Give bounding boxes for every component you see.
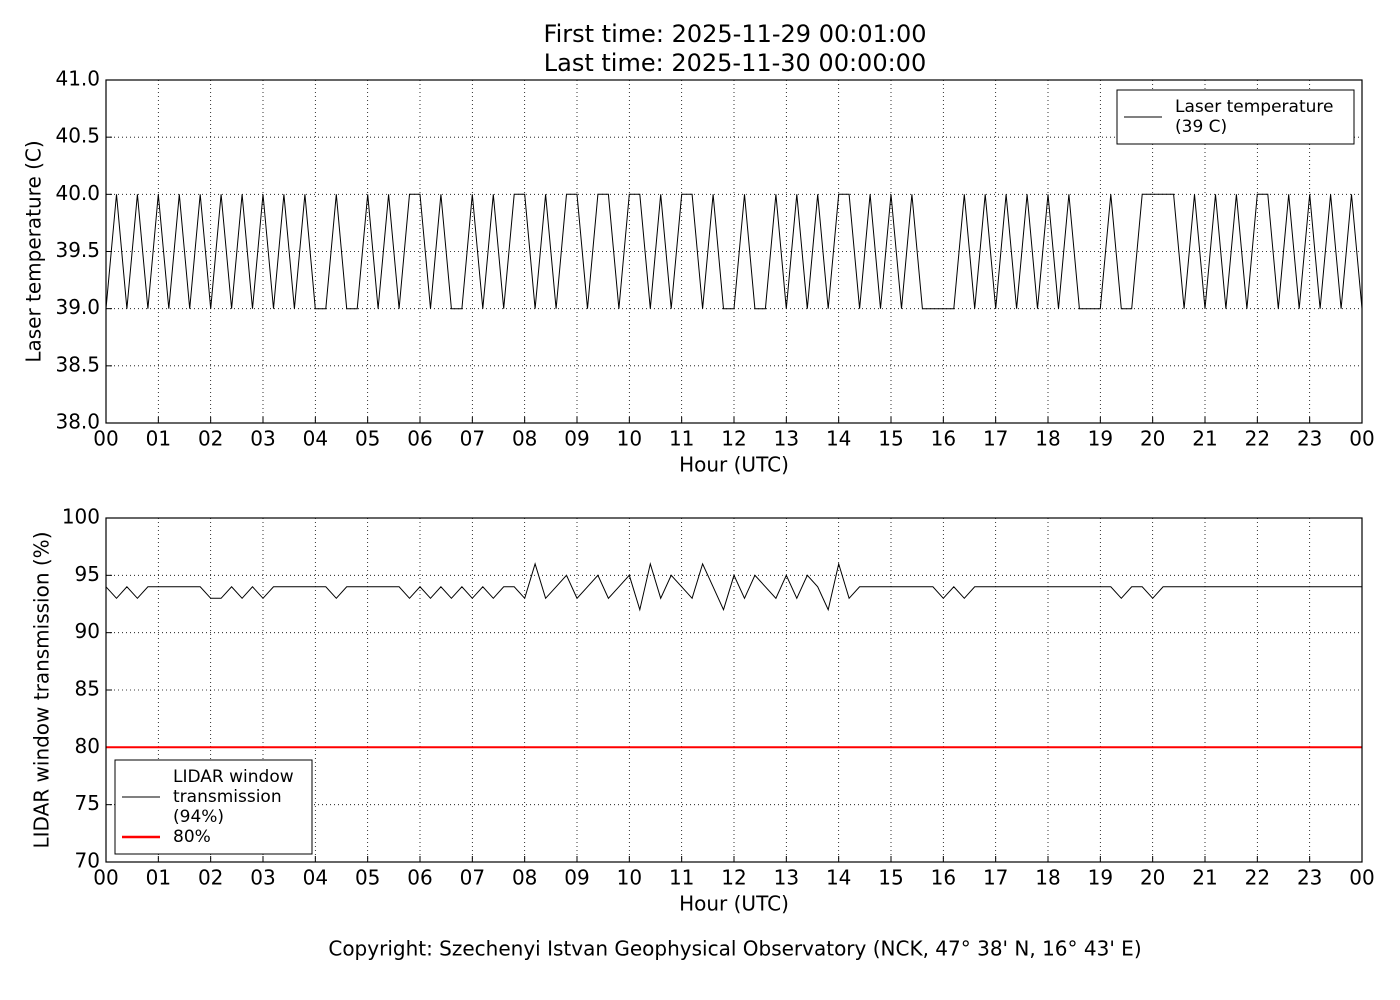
x-tick-label: 00 — [93, 427, 118, 451]
x-tick-label: 23 — [1297, 866, 1322, 890]
x-tick-label: 04 — [303, 427, 328, 451]
x-tick-label: 14 — [826, 427, 851, 451]
x-tick-label: 14 — [826, 866, 851, 890]
legend-box — [114, 759, 313, 855]
x-tick-label: 07 — [460, 427, 485, 451]
legend-label: 80% — [173, 827, 211, 847]
x-tick-label: 22 — [1245, 427, 1270, 451]
x-tick-label: 13 — [774, 427, 799, 451]
x-tick-label: 01 — [146, 427, 171, 451]
y-tick-label: 75 — [75, 791, 100, 815]
x-tick-label: 23 — [1297, 427, 1322, 451]
x-tick-label: 17 — [983, 866, 1008, 890]
y-tick-label: 80 — [75, 734, 100, 758]
x-tick-label: 11 — [669, 427, 694, 451]
x-tick-label: 16 — [931, 866, 956, 890]
x-tick-label: 05 — [355, 427, 380, 451]
x-tick-label: 04 — [303, 866, 328, 890]
x-tick-label: 08 — [512, 427, 537, 451]
y-tick-label: 39.0 — [55, 295, 100, 319]
x-tick-label: 02 — [198, 427, 223, 451]
footer: Copyright: Szechenyi Istvan Geophysical … — [328, 937, 1141, 961]
x-tick-label: 19 — [1088, 866, 1113, 890]
y-tick-label: 38.5 — [55, 352, 100, 376]
title: First time: 2025-11-29 00:01:00 — [544, 20, 927, 48]
x-tick-label: 12 — [721, 427, 746, 451]
y-tick-label: 39.5 — [55, 238, 100, 262]
data-line — [105, 561, 1362, 612]
y-tick-label: 90 — [75, 619, 100, 643]
x-tick-label: 15 — [878, 427, 903, 451]
y-tick-label: 85 — [75, 677, 100, 701]
subtitle: Last time: 2025-11-30 00:00:00 — [544, 49, 926, 77]
x-tick-label: 01 — [146, 866, 171, 890]
x-tick-label: 11 — [669, 866, 694, 890]
x-tick-label: 08 — [512, 866, 537, 890]
y-tick-label: 100 — [62, 505, 100, 529]
y-tick-label: 40.5 — [55, 124, 100, 148]
x-tick-label: 10 — [617, 427, 642, 451]
x-tick-label: 21 — [1192, 866, 1217, 890]
y-tick-label: 40.0 — [55, 181, 100, 205]
x-tick-label: 03 — [250, 427, 275, 451]
x-tick-label: 05 — [355, 866, 380, 890]
x-tick-label: 02 — [198, 866, 223, 890]
x-tick-label: 13 — [774, 866, 799, 890]
x-tick-label: 17 — [983, 427, 1008, 451]
x-tick-label: 20 — [1140, 866, 1165, 890]
y-axis-label: LIDAR window transmission (%) — [30, 532, 54, 849]
plot-frame — [105, 79, 1363, 424]
y-axis-label: Laser temperature (C) — [22, 140, 46, 362]
x-tick-label: 09 — [564, 866, 589, 890]
x-tick-label: 06 — [407, 427, 432, 451]
x-tick-label: 19 — [1088, 427, 1113, 451]
y-tick-label: 70 — [75, 849, 100, 873]
y-tick-label: 95 — [75, 562, 100, 586]
x-tick-label: 03 — [250, 866, 275, 890]
x-tick-label: 00 — [1349, 427, 1374, 451]
x-tick-label: 06 — [407, 866, 432, 890]
legend-label: Laser temperature (39 C) — [1175, 97, 1333, 137]
plot-frame — [105, 517, 1363, 863]
x-tick-label: 10 — [617, 866, 642, 890]
x-axis-label: Hour (UTC) — [679, 453, 789, 477]
x-tick-label: 16 — [931, 427, 956, 451]
data-line — [105, 193, 1363, 310]
x-tick-label: 21 — [1192, 427, 1217, 451]
x-tick-label: 07 — [460, 866, 485, 890]
x-axis-label: Hour (UTC) — [679, 892, 789, 916]
x-tick-label: 20 — [1140, 427, 1165, 451]
y-tick-label: 41.0 — [55, 67, 100, 91]
x-tick-label: 18 — [1035, 866, 1060, 890]
x-tick-label: 00 — [1349, 866, 1374, 890]
legend-label: LIDAR window transmission (94%) — [173, 767, 294, 827]
x-tick-label: 18 — [1035, 427, 1060, 451]
y-tick-label: 38.0 — [55, 410, 100, 434]
x-tick-label: 00 — [93, 866, 118, 890]
x-tick-label: 12 — [721, 866, 746, 890]
x-tick-label: 09 — [564, 427, 589, 451]
x-tick-label: 22 — [1245, 866, 1270, 890]
x-tick-label: 15 — [878, 866, 903, 890]
